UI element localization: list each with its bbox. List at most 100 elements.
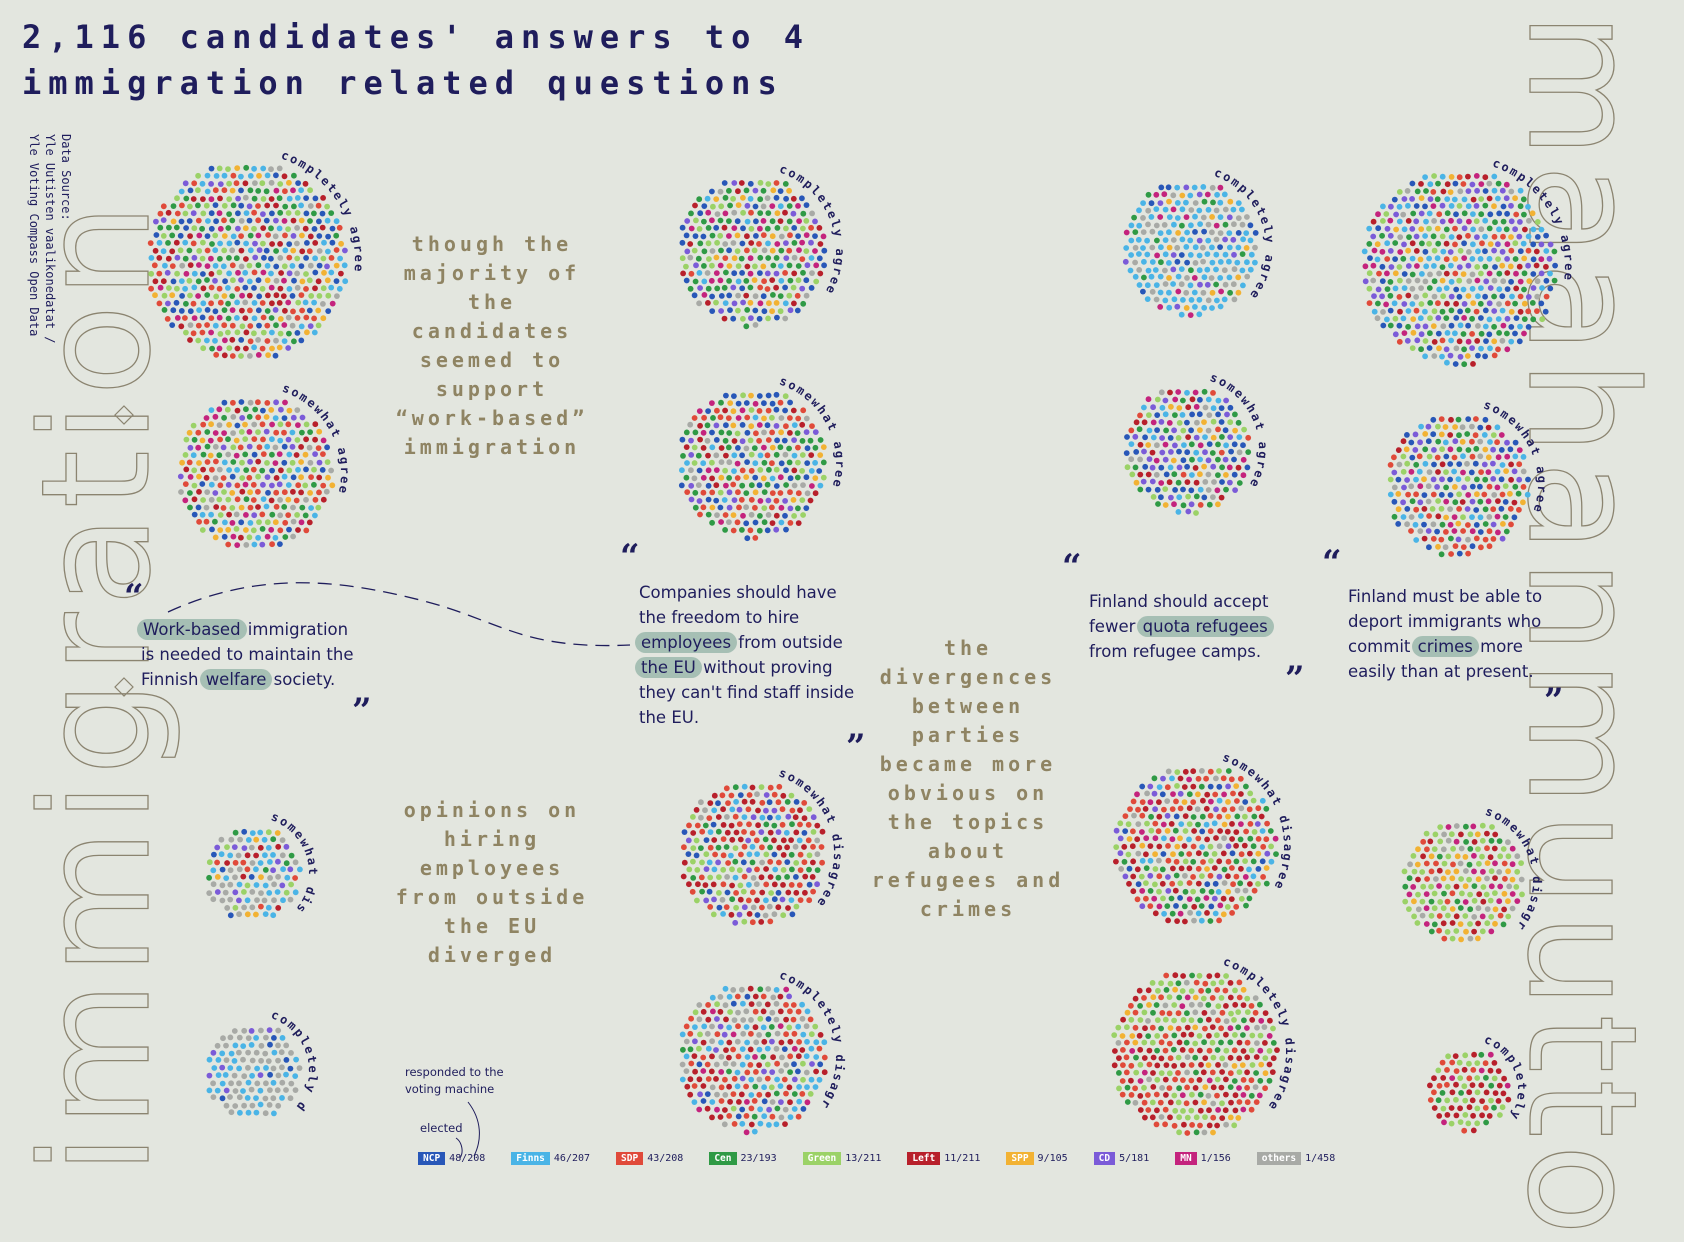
candidate-dot (273, 263, 280, 270)
candidate-dot (1543, 263, 1549, 270)
candidate-dot (1491, 845, 1498, 852)
candidate-dot (1200, 258, 1206, 265)
candidate-dot (306, 519, 313, 526)
candidate-dot (302, 299, 309, 306)
candidate-dot (230, 172, 237, 179)
candidate-dot (1422, 308, 1428, 315)
candidate-dot (1507, 490, 1513, 497)
candidate-dot (1192, 465, 1199, 471)
candidate-dot (791, 300, 797, 307)
candidate-dot (200, 466, 206, 473)
candidate-dot (222, 278, 228, 285)
candidate-dot (276, 451, 283, 457)
candidate-dot (225, 285, 231, 291)
candidate-dot (706, 815, 713, 821)
candidate-dot (264, 322, 271, 329)
candidate-dot (1466, 278, 1473, 284)
candidate-dot (1204, 251, 1211, 257)
candidate-dot (1162, 441, 1169, 448)
candidate-dot (1418, 346, 1424, 353)
candidate-dot (745, 806, 752, 813)
candidate-dot (1508, 521, 1514, 528)
candidate-dot (1409, 226, 1416, 232)
candidate-dot (740, 392, 746, 399)
candidate-dot (302, 451, 309, 458)
candidate-dot (1475, 846, 1481, 852)
candidate-dot (756, 1001, 762, 1007)
candidate-dot (762, 836, 769, 843)
candidate-dot (249, 889, 256, 895)
candidate-dot (1414, 277, 1421, 284)
candidate-dot (727, 1098, 733, 1105)
candidate-dot (230, 233, 237, 240)
candidate-dot (342, 278, 349, 285)
candidate-dot (1392, 315, 1399, 322)
candidate-dot (734, 460, 741, 467)
candidate-dot (1124, 464, 1131, 471)
candidate-dot (1456, 461, 1463, 467)
candidate-dot (1428, 912, 1435, 919)
candidate-dot (1504, 270, 1511, 276)
candidate-dot (1112, 1048, 1118, 1054)
candidate-dot (224, 406, 231, 413)
candidate-dot (1445, 853, 1452, 860)
candidate-dot (700, 429, 707, 436)
candidate-dot (1472, 460, 1479, 467)
candidate-dot (1201, 198, 1208, 205)
candidate-dot (1146, 427, 1153, 434)
candidate-dot (1495, 316, 1502, 322)
candidate-dot (195, 293, 201, 299)
candidate-dot (736, 867, 743, 874)
candidate-dot (744, 263, 751, 270)
candidate-dot (1246, 895, 1253, 902)
candidate-dot (306, 444, 313, 451)
candidate-dot (1224, 904, 1231, 910)
candidate-dot (1414, 337, 1421, 344)
candidate-dot (1474, 277, 1481, 284)
candidate-dot (1489, 824, 1495, 830)
candidate-dot (746, 911, 753, 917)
candidate-dot (257, 860, 264, 866)
candidate-dot (249, 904, 256, 911)
candidate-dot (709, 217, 715, 224)
candidate-dot (1387, 476, 1394, 483)
candidate-dot (1413, 461, 1420, 468)
candidate-dot (1240, 1002, 1247, 1008)
candidate-dot (1362, 263, 1369, 270)
candidate-dot (239, 459, 245, 466)
candidate-dot (1192, 260, 1199, 266)
candidate-dot (1154, 252, 1160, 259)
candidate-dot (796, 218, 802, 224)
candidate-dot (767, 814, 773, 821)
candidate-dot (761, 489, 768, 495)
candidate-dot (268, 196, 275, 202)
candidate-dot (281, 277, 287, 284)
candidate-dot (214, 1042, 221, 1049)
candidate-dot (1401, 196, 1408, 202)
candidate-dot (774, 225, 781, 231)
candidate-dot (705, 1076, 712, 1082)
candidate-dot (1128, 222, 1135, 229)
candidate-dot (800, 1106, 807, 1112)
candidate-dot (174, 195, 180, 202)
candidate-dot (1153, 471, 1160, 478)
candidate-dot (807, 497, 814, 504)
candidate-dot (773, 1090, 780, 1097)
candidate-dot (1498, 447, 1505, 453)
candidate-dot (221, 247, 228, 254)
legend-badge: MN (1175, 1152, 1197, 1165)
candidate-dot (700, 445, 707, 451)
candidate-dot (800, 482, 806, 488)
candidate-dot (1142, 434, 1148, 441)
candidate-dot (1130, 828, 1136, 835)
candidate-dot (773, 255, 780, 261)
candidate-dot (1183, 289, 1190, 296)
candidate-dot (1195, 880, 1202, 887)
candidate-dot (1441, 1119, 1447, 1126)
candidate-dot (1201, 388, 1208, 395)
candidate-dot (1204, 791, 1211, 798)
candidate-dot (235, 225, 241, 232)
candidate-dot (1152, 910, 1159, 917)
candidate-dot (769, 1038, 775, 1045)
candidate-dot (1185, 434, 1191, 440)
